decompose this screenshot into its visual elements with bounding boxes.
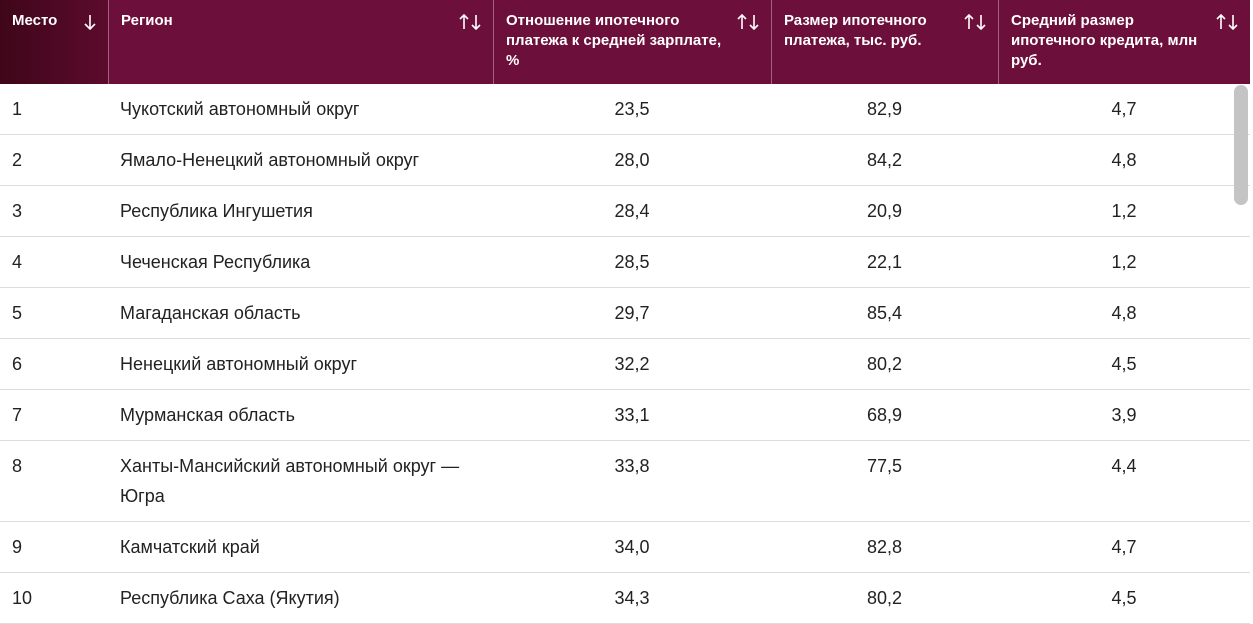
sort-icon[interactable]: [737, 14, 759, 30]
table-row: 8 Ханты-Мансийский автономный округ — Югр…: [0, 441, 1250, 522]
value-cell: 1,2: [1111, 201, 1137, 221]
value-cell: 32,2: [614, 354, 650, 374]
value-cell: 28,5: [614, 252, 650, 272]
value-cell: 4,5: [1111, 354, 1137, 374]
header-text: Отношение ипотечного платежа к средней з…: [506, 12, 722, 69]
rank: 3: [12, 201, 23, 221]
value-cell: 4,7: [1111, 99, 1137, 119]
header-text: Место: [12, 12, 58, 29]
rank: 6: [12, 354, 23, 374]
value-cell: 4,7: [1111, 537, 1137, 557]
column-header[interactable]: Место: [0, 0, 108, 84]
table-row: 3 Республика Ингушетия 28,4 20,9 1,2: [0, 186, 1250, 237]
region: Ханты-Мансийский автономный округ — Югра: [120, 456, 460, 506]
sort-arrow: [84, 15, 96, 30]
rank: 10: [12, 588, 33, 608]
region: Магаданская область: [120, 303, 301, 323]
sort-arrow: [459, 14, 481, 30]
value-cell: 77,5: [866, 456, 903, 476]
column-header[interactable]: Отношение ипотечного платежа к средней з…: [493, 0, 771, 84]
region: Ненецкий автономный округ: [120, 354, 358, 374]
region: Республика Саха (Якутия): [120, 588, 340, 608]
header-row: Место Регион Отношение ипотечного платежа …: [0, 0, 1250, 84]
table-row: 10 Республика Саха (Якутия) 34,3 80,2 4,5: [0, 573, 1250, 624]
value-cell: 85,4: [866, 303, 903, 323]
value-cell: 4,5: [1111, 588, 1137, 608]
value-cell: 3,9: [1111, 405, 1137, 425]
rank: 4: [12, 252, 23, 272]
value-cell: 33,1: [614, 405, 650, 425]
table-row: 7 Мурманская область 33,1 68,9 3,9: [0, 390, 1250, 441]
table-row: 4 Чеченская Республика 28,5 22,1 1,2: [0, 237, 1250, 288]
value-cell: 29,7: [614, 303, 650, 323]
region: Камчатский край: [120, 537, 260, 557]
column-header[interactable]: Средний размер ипотечного кредита, млн р…: [998, 0, 1250, 84]
region: Ямало-Ненецкий автономный округ: [120, 150, 420, 170]
rank: 8: [12, 456, 23, 476]
region: Мурманская область: [120, 405, 296, 425]
header-text: Размер ипотечного платежа, тыс. руб.: [784, 12, 927, 49]
value-cell: 80,2: [866, 354, 903, 374]
sort-arrow: [737, 14, 759, 30]
sort-icon[interactable]: [84, 14, 96, 30]
table-row: 2 Ямало-Ненецкий автономный округ 28,0 84,2…: [0, 135, 1250, 186]
sort-icon[interactable]: [964, 14, 986, 30]
value-cell: 33,8: [614, 456, 650, 476]
value-cell: 34,0: [614, 537, 650, 557]
rank: 1: [12, 99, 23, 119]
region: Чукотский автономный округ: [120, 99, 360, 119]
header-text: Средний размер ипотечного кредита, млн р…: [1011, 12, 1198, 69]
rank: 7: [12, 405, 23, 425]
value-cell: 80,2: [866, 588, 903, 608]
value-cell: 1,2: [1111, 252, 1137, 272]
sort-arrow: [1216, 14, 1238, 30]
table-row: 9 Камчатский край 34,0 82,8 4,7: [0, 522, 1250, 573]
value-cell: 23,5: [614, 99, 650, 119]
value-cell: 84,2: [866, 150, 903, 170]
value-cell: 28,0: [614, 150, 650, 170]
header-text: Регион: [121, 12, 173, 29]
rank: 5: [12, 303, 23, 323]
value-cell: 22,1: [866, 252, 903, 272]
value-cell: 4,8: [1111, 303, 1137, 323]
scrollbar[interactable]: [1234, 85, 1248, 205]
value-cell: 68,9: [866, 405, 903, 425]
value-cell: 20,9: [866, 201, 903, 221]
sort-icon[interactable]: [459, 14, 481, 30]
sort-arrow: [964, 14, 986, 30]
region: Чеченская Республика: [120, 252, 311, 272]
value-cell: 82,9: [866, 99, 903, 119]
table-row: 5 Магаданская область 29,7 85,4 4,8: [0, 288, 1250, 339]
value-cell: 4,8: [1111, 150, 1137, 170]
value-cell: 82,8: [866, 537, 903, 557]
rank: 2: [12, 150, 23, 170]
value-cell: 28,4: [614, 201, 650, 221]
region: Республика Ингушетия: [120, 201, 313, 221]
sort-icon[interactable]: [1216, 14, 1238, 30]
value-cell: 4,4: [1111, 456, 1137, 476]
rank: 9: [12, 537, 23, 557]
column-header[interactable]: Регион: [108, 0, 493, 84]
column-header[interactable]: Размер ипотечного платежа, тыс. руб.: [771, 0, 998, 84]
value-cell: 34,3: [614, 588, 650, 608]
table-row: 1 Чукотский автономный округ 23,5 82,9 4,7: [0, 84, 1250, 135]
table-row: 6 Ненецкий автономный округ 32,2 80,2 4,5: [0, 339, 1250, 390]
